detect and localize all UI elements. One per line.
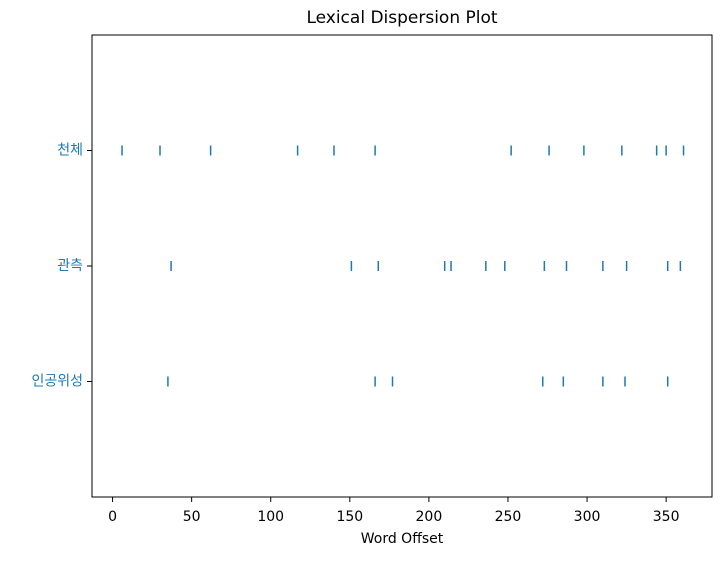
plot-frame [91,34,713,498]
y-tick-label: 천체 [57,143,83,159]
x-tick-label: 150 [336,509,363,525]
x-tick-label: 200 [416,509,443,525]
chart-title: Lexical Dispersion Plot [306,8,497,28]
x-tick-label: 100 [257,509,284,525]
x-tick-label: 50 [183,509,201,525]
x-axis-label: Word Offset [361,531,444,547]
x-tick-label: 300 [574,509,601,525]
y-tick-label: 인공위성 [31,374,83,390]
x-tick-label: 250 [495,509,522,525]
x-tick-label: 350 [653,509,680,525]
x-tick-label: 0 [108,509,117,525]
y-tick-label: 관측 [57,258,83,274]
